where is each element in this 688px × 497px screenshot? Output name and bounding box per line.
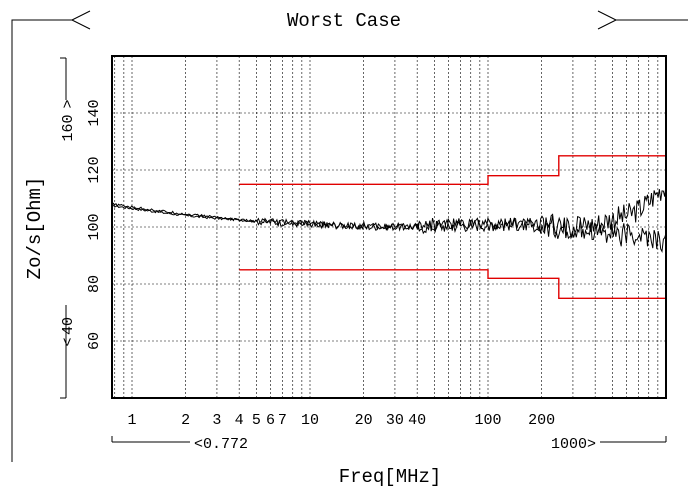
data-traces xyxy=(111,184,667,254)
grid-lines xyxy=(112,56,666,398)
limit-lines xyxy=(239,155,666,299)
x-range-max-value: 1000 xyxy=(551,436,587,453)
x-tick-label: 5 xyxy=(252,412,261,429)
data-series-line xyxy=(111,184,667,240)
x-tick-label: 30 xyxy=(386,412,404,429)
x-range-max-label: 1000> xyxy=(551,436,596,453)
x-axis-label: Freq[MHz] xyxy=(339,466,442,488)
x-tick-label: 10 xyxy=(301,412,319,429)
x-tick-label: 7 xyxy=(278,412,287,429)
title-bracket-right xyxy=(597,10,617,30)
x-range-min-value: 0.772 xyxy=(203,436,248,453)
lower-limit-line xyxy=(239,269,666,299)
x-tick-label: 3 xyxy=(212,412,221,429)
x-tick-labels: 1 2 3 4 5 6 7 10 20 30 40 100 200 xyxy=(127,412,555,429)
x-tick-label: 4 xyxy=(235,412,244,429)
y-tick-label: 120 xyxy=(86,156,103,183)
x-tick-label: 6 xyxy=(266,412,275,429)
outer-frame-left xyxy=(11,19,72,462)
y-range-max-label: 160 xyxy=(60,114,77,141)
chart-title: Worst Case xyxy=(287,10,401,32)
x-tick-label: 40 xyxy=(408,412,426,429)
title-bracket-left xyxy=(71,10,91,30)
y-range-max-bracket: > xyxy=(60,99,77,108)
upper-limit-line xyxy=(239,155,666,185)
y-range-min-label: 40 xyxy=(60,317,77,335)
y-tick-labels: 60 80 100 120 140 xyxy=(86,99,103,350)
data-series-line xyxy=(111,202,667,254)
x-tick-label: 20 xyxy=(355,412,373,429)
x-range-bracket xyxy=(111,436,667,443)
x-tick-label: 1 xyxy=(127,412,136,429)
x-tick-label: 2 xyxy=(181,412,190,429)
y-tick-label: 80 xyxy=(86,275,103,293)
y-tick-label: 140 xyxy=(86,99,103,126)
y-tick-label: 60 xyxy=(86,332,103,350)
y-range-min-bracket: < xyxy=(60,337,77,346)
x-tick-label: 100 xyxy=(474,412,501,429)
y-axis-label: Zo/s[Ohm] xyxy=(24,177,46,280)
y-tick-label: 100 xyxy=(86,213,103,240)
plot-area-border xyxy=(111,55,667,399)
x-tick-label: 200 xyxy=(528,412,555,429)
x-range-min-label: <0.772 xyxy=(194,436,248,453)
